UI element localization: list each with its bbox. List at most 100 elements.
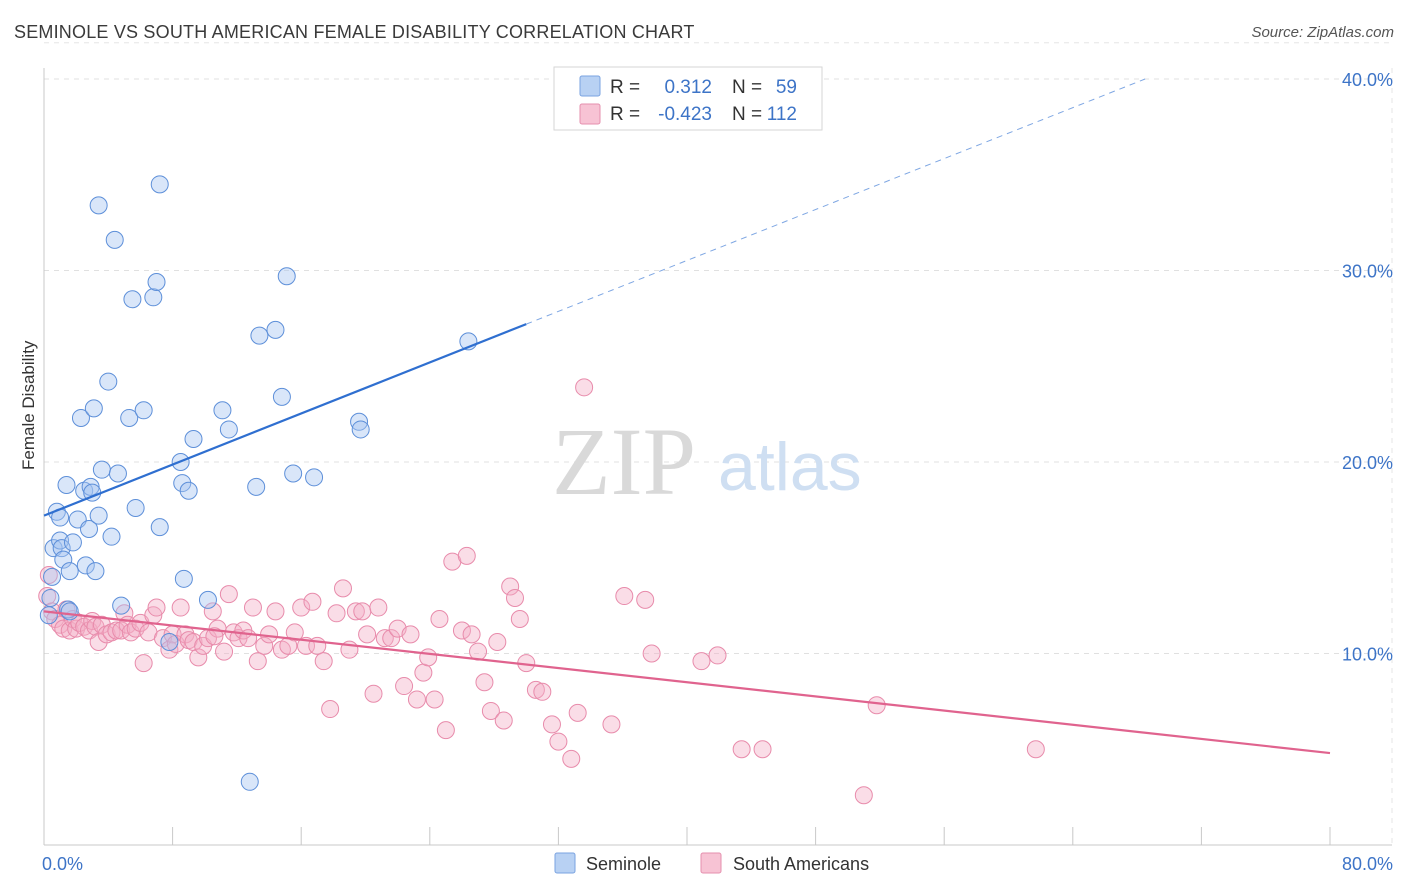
seminole-point — [277, 267, 296, 286]
south-americans-point — [407, 690, 426, 709]
south-americans-point — [575, 378, 594, 397]
south-americans-point — [189, 648, 208, 667]
south-americans-point — [107, 621, 126, 640]
south-americans-point — [708, 646, 727, 665]
south-americans-point — [321, 700, 340, 719]
south-americans-point — [314, 652, 333, 671]
south-americans-point — [526, 680, 545, 699]
seminole-point — [108, 464, 127, 483]
south-americans-point — [510, 610, 529, 629]
seminole-point — [247, 477, 266, 496]
south-americans-point — [481, 701, 500, 720]
seminole-point — [99, 372, 118, 391]
south-americans-point — [501, 577, 520, 596]
seminole-point — [60, 562, 79, 581]
watermark: ZIP atlas — [552, 408, 862, 515]
seminole-point — [80, 520, 99, 539]
source-label: Source: ZipAtlas.com — [1251, 24, 1394, 41]
y-tick-label-1: 20.0% — [1342, 453, 1393, 473]
south-americans-point — [60, 621, 79, 640]
seminole-point — [89, 506, 108, 525]
south-americans-point — [327, 604, 346, 623]
seminole-point — [123, 290, 142, 309]
seminole-point — [60, 602, 79, 621]
series-legend: Seminole South Americans — [554, 852, 869, 874]
seminole-point — [120, 408, 139, 427]
south-americans-point — [436, 721, 455, 740]
seminole-point — [350, 412, 369, 431]
seminole-point — [89, 196, 108, 215]
south-americans-point — [425, 690, 444, 709]
seminole-point — [305, 468, 324, 487]
seminole-point — [71, 408, 90, 427]
seminole-trend-line — [43, 323, 527, 517]
x-tick-label-0: 0.0% — [42, 854, 83, 874]
south-americans-points — [38, 378, 1045, 805]
south-americans-point — [215, 642, 234, 661]
south-americans-point — [171, 598, 190, 617]
y-tick-label-2: 30.0% — [1342, 262, 1393, 282]
seminole-point — [174, 569, 193, 588]
south-americans-point — [475, 673, 494, 692]
south-americans-point — [867, 696, 886, 715]
south-americans-point — [494, 711, 513, 730]
south-americans-point — [243, 598, 262, 617]
seminole-point — [76, 556, 95, 575]
seminole-point — [160, 633, 179, 652]
legend-n-label-1: N = — [732, 104, 762, 125]
seminole-point — [147, 272, 166, 291]
legend-south-americans-label: South Americans — [733, 854, 869, 874]
south-americans-point — [636, 590, 655, 609]
south-americans-point — [382, 629, 401, 648]
south-americans-point — [303, 592, 322, 611]
seminole-point — [266, 320, 285, 339]
seminole-point — [47, 502, 66, 521]
seminole-point — [57, 475, 76, 494]
seminole-point — [112, 596, 131, 615]
south-americans-point — [219, 585, 238, 604]
south-americans-point — [369, 598, 388, 617]
legend-r-value-0: 0.312 — [664, 77, 712, 98]
seminole-point — [102, 527, 121, 546]
seminole-point — [86, 562, 105, 581]
south-americans-point — [568, 703, 587, 722]
correlation-legend: R = 0.312 N = 59 R = -0.423 N = 112 — [553, 66, 823, 131]
seminole-point — [351, 420, 370, 439]
south-americans-point — [292, 598, 311, 617]
south-americans-point — [205, 627, 224, 646]
seminole-points — [39, 175, 478, 791]
south-americans-point — [333, 579, 352, 598]
south-americans-point — [533, 682, 552, 701]
south-americans-point — [462, 625, 481, 644]
south-americans-point — [134, 654, 153, 673]
y-tick-label-0: 10.0% — [1342, 645, 1393, 665]
south-americans-point — [414, 663, 433, 682]
south-americans-point — [248, 652, 267, 671]
seminole-point — [144, 288, 163, 307]
legend-n-label-0: N = — [732, 77, 762, 98]
south-americans-point — [266, 602, 285, 621]
seminole-point — [126, 498, 145, 517]
seminole-point — [173, 474, 192, 493]
legend-r-value-1: -0.423 — [658, 104, 712, 125]
y-tick-label-3: 40.0% — [1342, 70, 1393, 90]
seminole-point — [43, 567, 62, 586]
seminole-point — [105, 230, 124, 249]
south-americans-point — [255, 636, 274, 655]
legend-r-label-0: R = — [610, 77, 640, 98]
seminole-point — [150, 175, 169, 194]
seminole-point — [92, 460, 111, 479]
seminole-point — [250, 326, 269, 345]
seminole-point — [150, 518, 169, 537]
seminole-point — [39, 606, 58, 625]
legend-seminole-label: Seminole — [586, 854, 661, 874]
south-americans-point — [753, 740, 772, 759]
south-americans-point — [542, 715, 561, 734]
seminole-point — [219, 420, 238, 439]
south-americans-point — [854, 786, 873, 805]
south-americans-point — [419, 648, 438, 667]
legend-n-value-0: 59 — [776, 77, 797, 98]
south-americans-swatch — [579, 103, 601, 125]
south-americans-point — [395, 677, 414, 696]
